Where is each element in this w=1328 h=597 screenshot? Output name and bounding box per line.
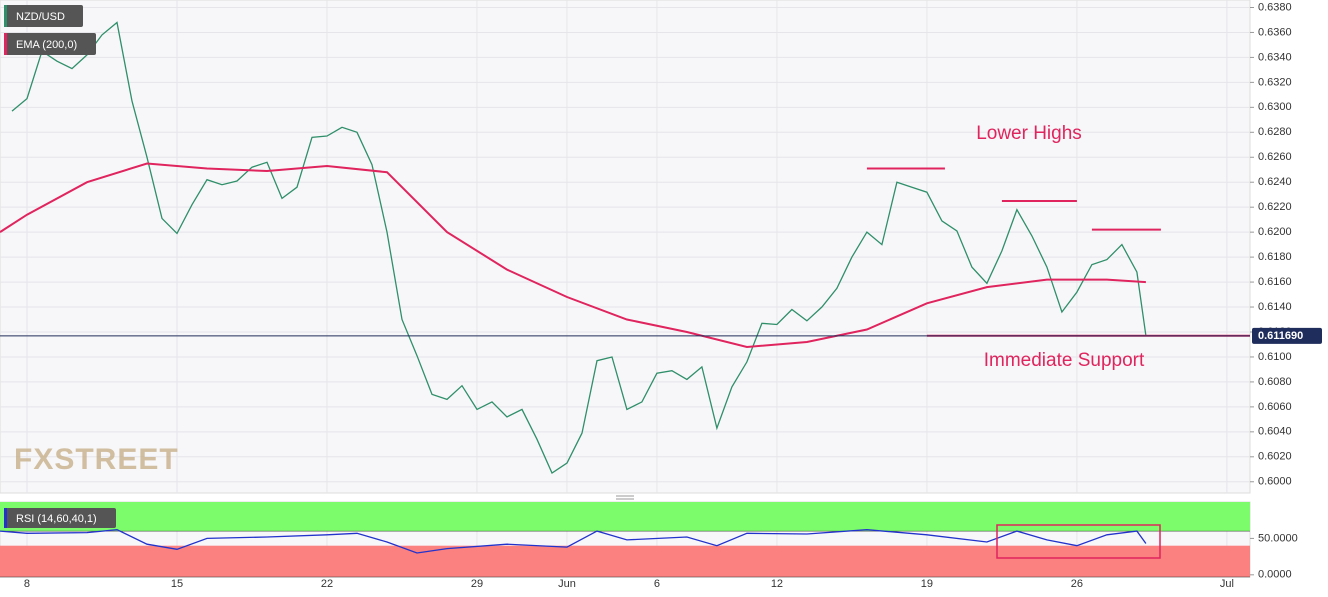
annotation: Lower Highs: [976, 123, 1082, 144]
series-line: [11, 21, 1147, 474]
legend-box[interactable]: [4, 508, 116, 528]
x-tick-label: 19: [921, 578, 933, 590]
x-tick-label: 6: [654, 578, 660, 590]
y-tick-label: 0.6200: [1258, 226, 1292, 238]
legend-label: RSI (14,60,40,1): [16, 513, 97, 525]
y-tick-label: 0.6000: [1258, 476, 1292, 488]
y-tick-label: 0.6260: [1258, 151, 1292, 163]
y-tick-label: 0.6360: [1258, 26, 1292, 38]
y-tick-label: 0.6220: [1258, 201, 1292, 213]
y-tick-label: 0.0000: [1258, 569, 1292, 581]
legend: NZD/USD EMA (200,0) RSI (14,60,40,1): [4, 5, 116, 528]
x-tick-label: 29: [471, 578, 483, 590]
y-tick-label: 0.6040: [1258, 426, 1292, 438]
y-tick-label: 0.6140: [1258, 301, 1292, 313]
x-tick-label: 8: [24, 578, 30, 590]
y-tick-label: 0.6320: [1258, 76, 1292, 88]
y-tick-label: 50.0000: [1258, 532, 1298, 544]
y-tick-label: 0.6180: [1258, 251, 1292, 263]
y-tick-label: 0.6100: [1258, 351, 1292, 363]
last-price-label: 0.611690: [1258, 330, 1303, 342]
highlight-box: [996, 524, 1161, 559]
y-tick-label: 0.6340: [1258, 51, 1292, 63]
x-tick-label: 22: [321, 578, 333, 590]
x-tick-label: 26: [1071, 578, 1083, 590]
legend-swatch: [4, 5, 7, 27]
legend-label: EMA (200,0): [16, 39, 77, 51]
legend-swatch: [4, 508, 7, 528]
annotation: Immediate Support: [984, 350, 1145, 371]
x-tick-label: 12: [771, 578, 783, 590]
y-tick-label: 0.6280: [1258, 126, 1292, 138]
y-tick-label: 0.6240: [1258, 176, 1292, 188]
x-tick-label: Jun: [558, 578, 576, 590]
x-tick-label: 15: [171, 578, 183, 590]
legend-swatch: [4, 33, 7, 55]
watermark: FXSTREET: [14, 443, 179, 476]
rsi-band: [0, 502, 1250, 532]
legend-box[interactable]: [4, 33, 96, 55]
y-tick-label: 0.6160: [1258, 276, 1292, 288]
x-tick-label: Jul: [1220, 578, 1234, 590]
marks: [0, 0, 1254, 578]
legend-box[interactable]: [4, 5, 83, 27]
y-tick-label: 0.6060: [1258, 401, 1292, 413]
price-panel: [0, 0, 1251, 494]
last-price-tag: [1252, 327, 1322, 344]
series-line: [0, 529, 1147, 554]
y-tick-label: 0.6380: [1258, 1, 1292, 13]
series-line: [0, 162, 1146, 349]
y-tick-label: 0.6080: [1258, 376, 1292, 388]
rsi-band: [0, 545, 1250, 577]
legend-label: NZD/USD: [16, 11, 65, 23]
y-tick-label: 0.6300: [1258, 101, 1292, 113]
y-tick-label: 0.6020: [1258, 451, 1292, 463]
